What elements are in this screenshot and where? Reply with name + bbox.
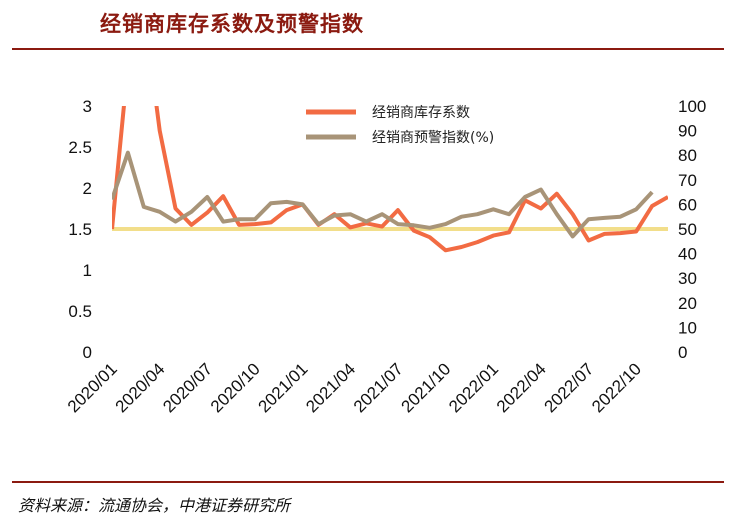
right-tick-label: 70	[678, 171, 697, 190]
left-tick-label: 2	[83, 179, 92, 198]
x-tick-label: 2022/10	[588, 359, 645, 416]
left-tick-label: 1	[83, 261, 92, 280]
right-tick-label: 20	[678, 294, 697, 313]
right-tick-label: 0	[678, 343, 687, 362]
x-tick-label: 2020/01	[64, 359, 121, 416]
x-tick-label: 2021/01	[255, 359, 312, 416]
x-tick-label: 2022/04	[493, 359, 550, 416]
right-tick-label: 40	[678, 245, 697, 264]
legend-label-warning: 经销商预警指数(%)	[372, 130, 494, 146]
right-tick-label: 50	[678, 220, 697, 239]
legend-label-inventory: 经销商库存系数	[372, 105, 470, 121]
series-line-0	[112, 106, 668, 253]
left-tick-label: 3	[83, 97, 92, 116]
right-tick-label: 30	[678, 269, 697, 288]
title-rule	[12, 48, 724, 50]
x-tick-label: 2021/07	[350, 359, 407, 416]
x-tick-label: 2022/07	[541, 359, 598, 416]
x-tick-label: 2020/07	[159, 359, 216, 416]
right-tick-label: 10	[678, 318, 697, 337]
x-tick-label: 2020/10	[207, 359, 264, 416]
right-tick-label: 100	[678, 97, 706, 116]
x-tick-label: 2021/10	[398, 359, 455, 416]
x-tick-label: 2021/04	[302, 359, 359, 416]
left-tick-label: 1.5	[68, 220, 92, 239]
right-tick-label: 80	[678, 146, 697, 165]
x-tick-label: 2020/04	[112, 359, 169, 416]
x-tick-label: 2022/01	[445, 359, 502, 416]
right-tick-label: 60	[678, 195, 697, 214]
right-tick-label: 90	[678, 122, 697, 141]
left-tick-label: 0	[83, 343, 92, 362]
source-note: 资料来源：流通协会，中港证券研究所	[18, 496, 291, 515]
left-tick-label: 2.5	[68, 138, 92, 157]
chart-title: 经销商库存系数及预警指数	[100, 12, 364, 36]
left-tick-label: 0.5	[68, 302, 92, 321]
series-line-1	[112, 150, 654, 239]
source-rule	[12, 481, 724, 483]
